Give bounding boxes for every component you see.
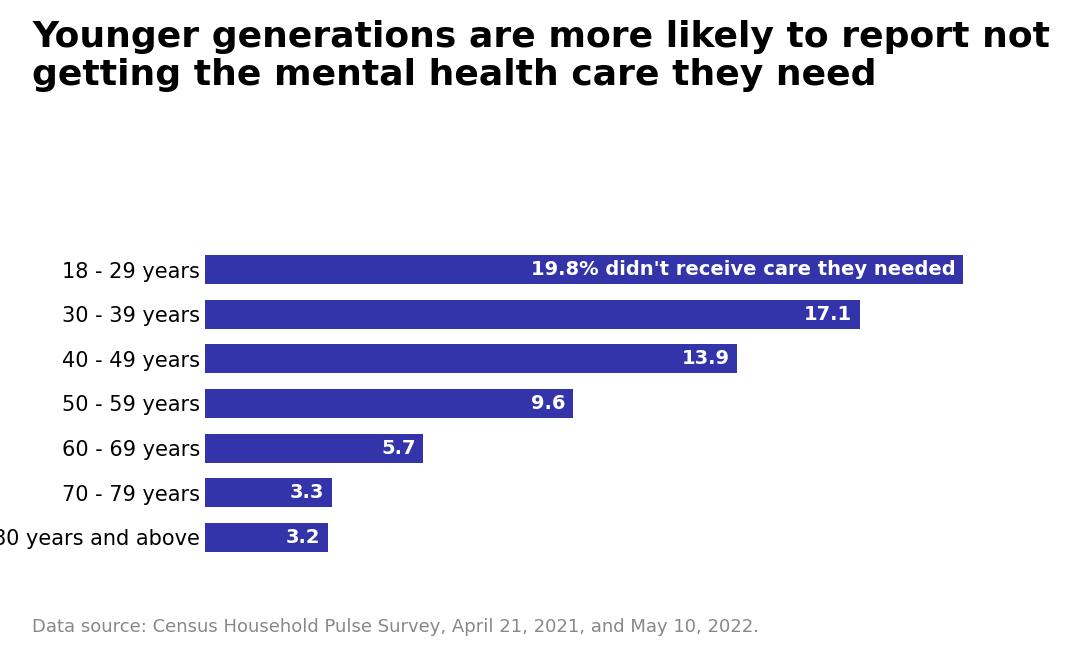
Bar: [205, 434, 423, 462]
Bar: [205, 300, 860, 329]
Bar: [205, 344, 738, 373]
Text: 3.3: 3.3: [289, 483, 324, 502]
Bar: [205, 478, 332, 507]
Bar: [205, 255, 963, 284]
Text: 13.9: 13.9: [681, 349, 730, 368]
Bar: [205, 389, 572, 418]
Bar: [205, 523, 327, 552]
Text: Younger generations are more likely to report not
getting the mental health care: Younger generations are more likely to r…: [32, 20, 1051, 92]
Text: 17.1: 17.1: [805, 304, 852, 323]
Text: 3.2: 3.2: [285, 528, 320, 547]
Text: Data source: Census Household Pulse Survey, April 21, 2021, and May 10, 2022.: Data source: Census Household Pulse Surv…: [32, 619, 759, 636]
Text: 9.6: 9.6: [530, 394, 565, 413]
Text: 5.7: 5.7: [381, 439, 416, 458]
Text: 19.8% didn't receive care they needed: 19.8% didn't receive care they needed: [531, 260, 956, 279]
